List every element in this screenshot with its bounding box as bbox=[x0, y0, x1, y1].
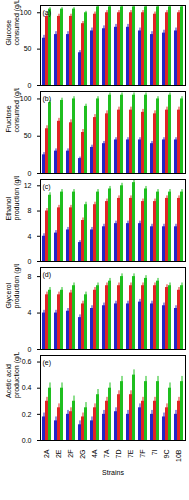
svg-text:0.4: 0.4 bbox=[22, 384, 32, 391]
svg-text:4A: 4A bbox=[91, 449, 98, 458]
svg-text:Fructoseconsumed (g/L): Fructoseconsumed (g/L) bbox=[5, 88, 20, 133]
svg-text:12: 12 bbox=[24, 182, 32, 189]
svg-text:Strains: Strains bbox=[102, 469, 124, 476]
svg-text:(a): (a) bbox=[43, 9, 52, 17]
svg-text:(b): (b) bbox=[43, 95, 52, 103]
svg-text:Ethanolproduction (g/L): Ethanolproduction (g/L) bbox=[5, 176, 20, 221]
svg-text:4: 4 bbox=[28, 233, 32, 240]
svg-text:7D: 7D bbox=[115, 450, 122, 459]
svg-text:100: 100 bbox=[20, 95, 32, 102]
svg-text:0.2: 0.2 bbox=[22, 411, 32, 418]
svg-text:9C: 9C bbox=[163, 450, 170, 459]
svg-text:7E: 7E bbox=[127, 449, 134, 458]
svg-text:0.0: 0.0 bbox=[22, 437, 32, 444]
svg-text:8: 8 bbox=[28, 273, 32, 280]
svg-text:7F: 7F bbox=[139, 450, 146, 458]
svg-text:Glycerolproduction (g/L): Glycerolproduction (g/L) bbox=[5, 264, 20, 309]
svg-text:2E: 2E bbox=[55, 449, 62, 458]
svg-text:0: 0 bbox=[28, 82, 32, 88]
svg-text:7A: 7A bbox=[103, 449, 110, 458]
svg-text:50: 50 bbox=[24, 132, 32, 139]
svg-text:8: 8 bbox=[28, 207, 32, 214]
svg-text:(c): (c) bbox=[43, 183, 51, 191]
svg-text:2G: 2G bbox=[79, 450, 86, 459]
svg-text:10B: 10B bbox=[175, 449, 182, 462]
svg-text:(e): (e) bbox=[43, 359, 52, 367]
svg-text:0.6: 0.6 bbox=[22, 358, 32, 365]
svg-text:(d): (d) bbox=[43, 271, 52, 279]
svg-text:Acetic acidproduction (g/L): Acetic acidproduction (g/L) bbox=[5, 352, 20, 398]
svg-text:4: 4 bbox=[28, 309, 32, 316]
svg-text:0: 0 bbox=[28, 346, 32, 352]
svg-text:100: 100 bbox=[20, 9, 32, 16]
svg-text:7I: 7I bbox=[151, 449, 158, 455]
svg-text:0: 0 bbox=[28, 170, 32, 176]
svg-text:2F: 2F bbox=[67, 450, 74, 458]
svg-text:2A: 2A bbox=[43, 449, 50, 458]
svg-text:Glucoseconsumed (g/L): Glucoseconsumed (g/L) bbox=[5, 0, 20, 46]
svg-text:50: 50 bbox=[24, 45, 32, 52]
svg-text:0: 0 bbox=[28, 258, 32, 264]
